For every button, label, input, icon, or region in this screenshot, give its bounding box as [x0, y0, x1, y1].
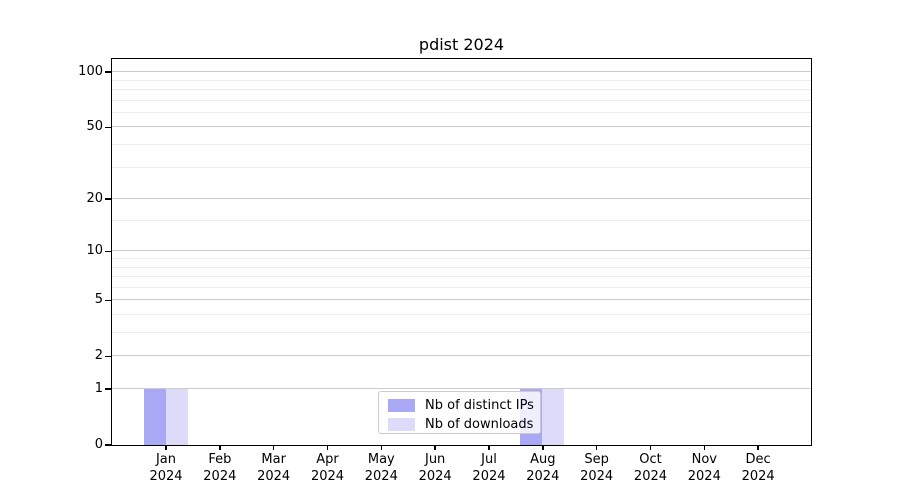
x-tick-mark — [380, 445, 383, 450]
y-tick-mark — [105, 388, 111, 390]
bar-distinct-ips-jan — [143, 388, 166, 445]
y-tick-label: 20 — [86, 191, 103, 207]
gridline-minor — [111, 266, 811, 268]
gridline-minor — [111, 286, 811, 288]
y-tick-label: 1 — [94, 381, 103, 396]
x-tick-label-aug: Aug 2024 — [526, 452, 560, 484]
gridline-major — [111, 355, 811, 357]
x-tick-label-jul: Jul 2024 — [472, 452, 506, 484]
x-tick-mark — [703, 445, 706, 450]
gridline-minor — [111, 258, 811, 259]
legend-label: Nb of distinct IPs — [425, 397, 534, 413]
y-tick-label: 0 — [94, 437, 103, 452]
x-tick-label-feb: Feb 2024 — [203, 452, 237, 484]
x-tick-mark — [595, 445, 598, 450]
gridline-minor — [111, 89, 811, 91]
gridline-major — [111, 198, 811, 200]
y-tick-mark — [105, 198, 111, 200]
gridline-minor — [111, 166, 811, 168]
gridline-major — [111, 71, 811, 73]
x-tick-label-apr: Apr 2024 — [310, 452, 345, 484]
gridline-minor — [111, 99, 811, 101]
x-tick-label-mar: Mar 2024 — [257, 452, 291, 484]
gridline-major — [111, 126, 811, 128]
y-tick-label: 100 — [78, 64, 103, 80]
gridline-minor — [111, 332, 811, 334]
x-tick-label-nov: Nov 2024 — [687, 452, 721, 484]
legend: Nb of distinct IPs Nb of downloads — [378, 391, 541, 434]
legend-label: Nb of downloads — [425, 416, 534, 432]
gridlines-layer — [111, 59, 811, 445]
legend-item-downloads: Nb of downloads — [379, 415, 540, 433]
y-tick-mark — [105, 126, 111, 129]
y-tick-mark — [105, 444, 111, 446]
x-tick-mark — [272, 445, 275, 450]
gridline-major — [111, 388, 811, 389]
x-tick-label-jun: Jun 2024 — [418, 452, 452, 484]
y-tick-label: 5 — [94, 292, 103, 308]
x-tick-mark — [488, 445, 490, 450]
y-tick-label: 50 — [86, 119, 103, 135]
x-tick-mark — [326, 445, 329, 450]
gridline-minor — [111, 276, 811, 278]
x-tick-mark — [542, 445, 544, 450]
plot-area — [110, 57, 812, 446]
y-tick-mark — [105, 355, 111, 357]
y-tick-mark — [105, 71, 111, 73]
y-tick-mark — [105, 299, 111, 301]
gridline-minor — [111, 111, 811, 113]
y-tick-label: 10 — [86, 243, 103, 259]
x-tick-label-jan: Jan 2024 — [149, 452, 183, 484]
y-tick-label: 2 — [94, 348, 103, 364]
gridline-major — [111, 250, 811, 252]
x-tick-mark — [219, 445, 221, 450]
gridline-minor — [111, 144, 811, 146]
x-tick-mark — [165, 445, 167, 450]
bar-downloads-jan — [165, 388, 188, 445]
x-tick-mark — [434, 445, 436, 450]
y-tick-mark — [105, 250, 111, 253]
gridline-minor — [111, 79, 811, 81]
legend-swatch-ips — [388, 398, 415, 412]
gridline-minor — [111, 220, 811, 222]
x-tick-label-may: May 2024 — [364, 452, 398, 484]
chart-title: pdist 2024 — [418, 35, 505, 54]
gridline-major — [111, 299, 811, 301]
x-tick-mark — [649, 445, 652, 450]
x-tick-label-dec: Dec 2024 — [741, 452, 775, 484]
x-tick-mark — [757, 445, 759, 450]
x-tick-label-oct: Oct 2024 — [633, 452, 668, 484]
gridline-minor — [111, 313, 811, 315]
x-tick-label-sep: Sep 2024 — [580, 452, 614, 484]
legend-swatch-downloads — [388, 417, 415, 431]
legend-item-distinct-ips: Nb of distinct IPs — [379, 396, 540, 414]
bar-downloads-aug — [542, 388, 565, 445]
